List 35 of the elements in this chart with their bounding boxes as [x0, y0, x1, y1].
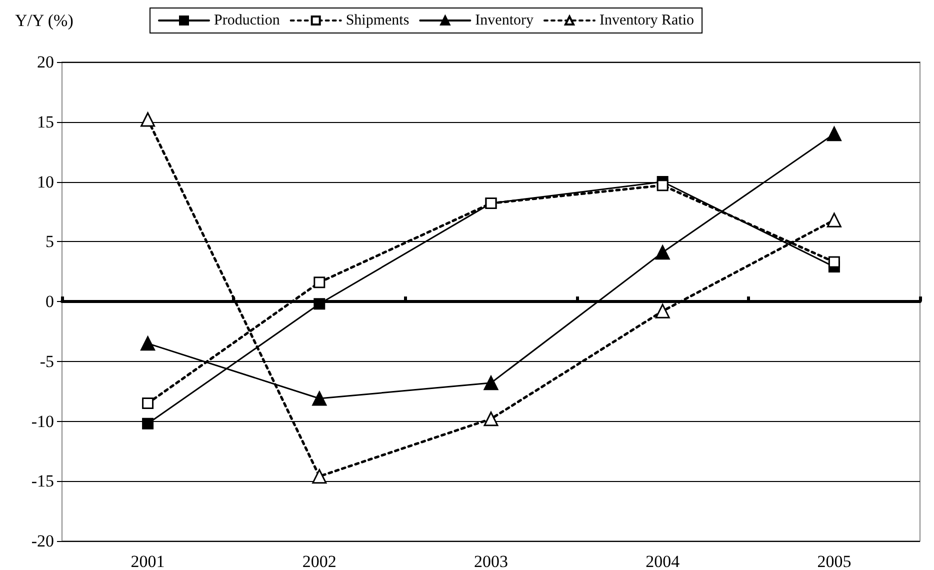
point — [484, 412, 498, 426]
point — [312, 469, 327, 484]
point — [828, 256, 840, 268]
y-tick-label: 5 — [46, 232, 54, 252]
y-tick-label: 10 — [37, 172, 54, 192]
y-tick-label: -15 — [31, 472, 54, 491]
legend-label: Production — [214, 12, 280, 28]
legend-label: Shipments — [346, 12, 410, 28]
point — [314, 298, 326, 310]
y-tick-label: 0 — [46, 292, 54, 311]
x-tick-label: 2005 — [817, 552, 852, 570]
point — [655, 304, 670, 318]
y-tick-label: -10 — [31, 412, 54, 431]
x-tick-label: 2002 — [302, 552, 336, 570]
point — [140, 336, 156, 351]
point — [826, 126, 842, 142]
point — [312, 391, 327, 406]
point — [656, 180, 668, 192]
point — [484, 376, 498, 390]
x-tick-label: 2001 — [130, 552, 165, 570]
x-tick-label: 2003 — [474, 552, 508, 570]
legend-label: Inventory Ratio — [599, 12, 694, 28]
y-tick-label: 15 — [37, 112, 54, 132]
point — [142, 418, 154, 430]
legend-label: Inventory — [475, 12, 534, 28]
y-tick-label: 20 — [37, 52, 54, 72]
point — [142, 398, 154, 410]
point — [655, 245, 670, 260]
y-axis-title: Y/Y (%) — [15, 11, 74, 30]
point — [140, 112, 156, 127]
y-tick-label: -5 — [40, 352, 54, 371]
y-tick-label: -20 — [31, 532, 54, 550]
point — [826, 212, 842, 228]
point — [314, 276, 326, 288]
x-tick-label: 2004 — [646, 552, 680, 570]
